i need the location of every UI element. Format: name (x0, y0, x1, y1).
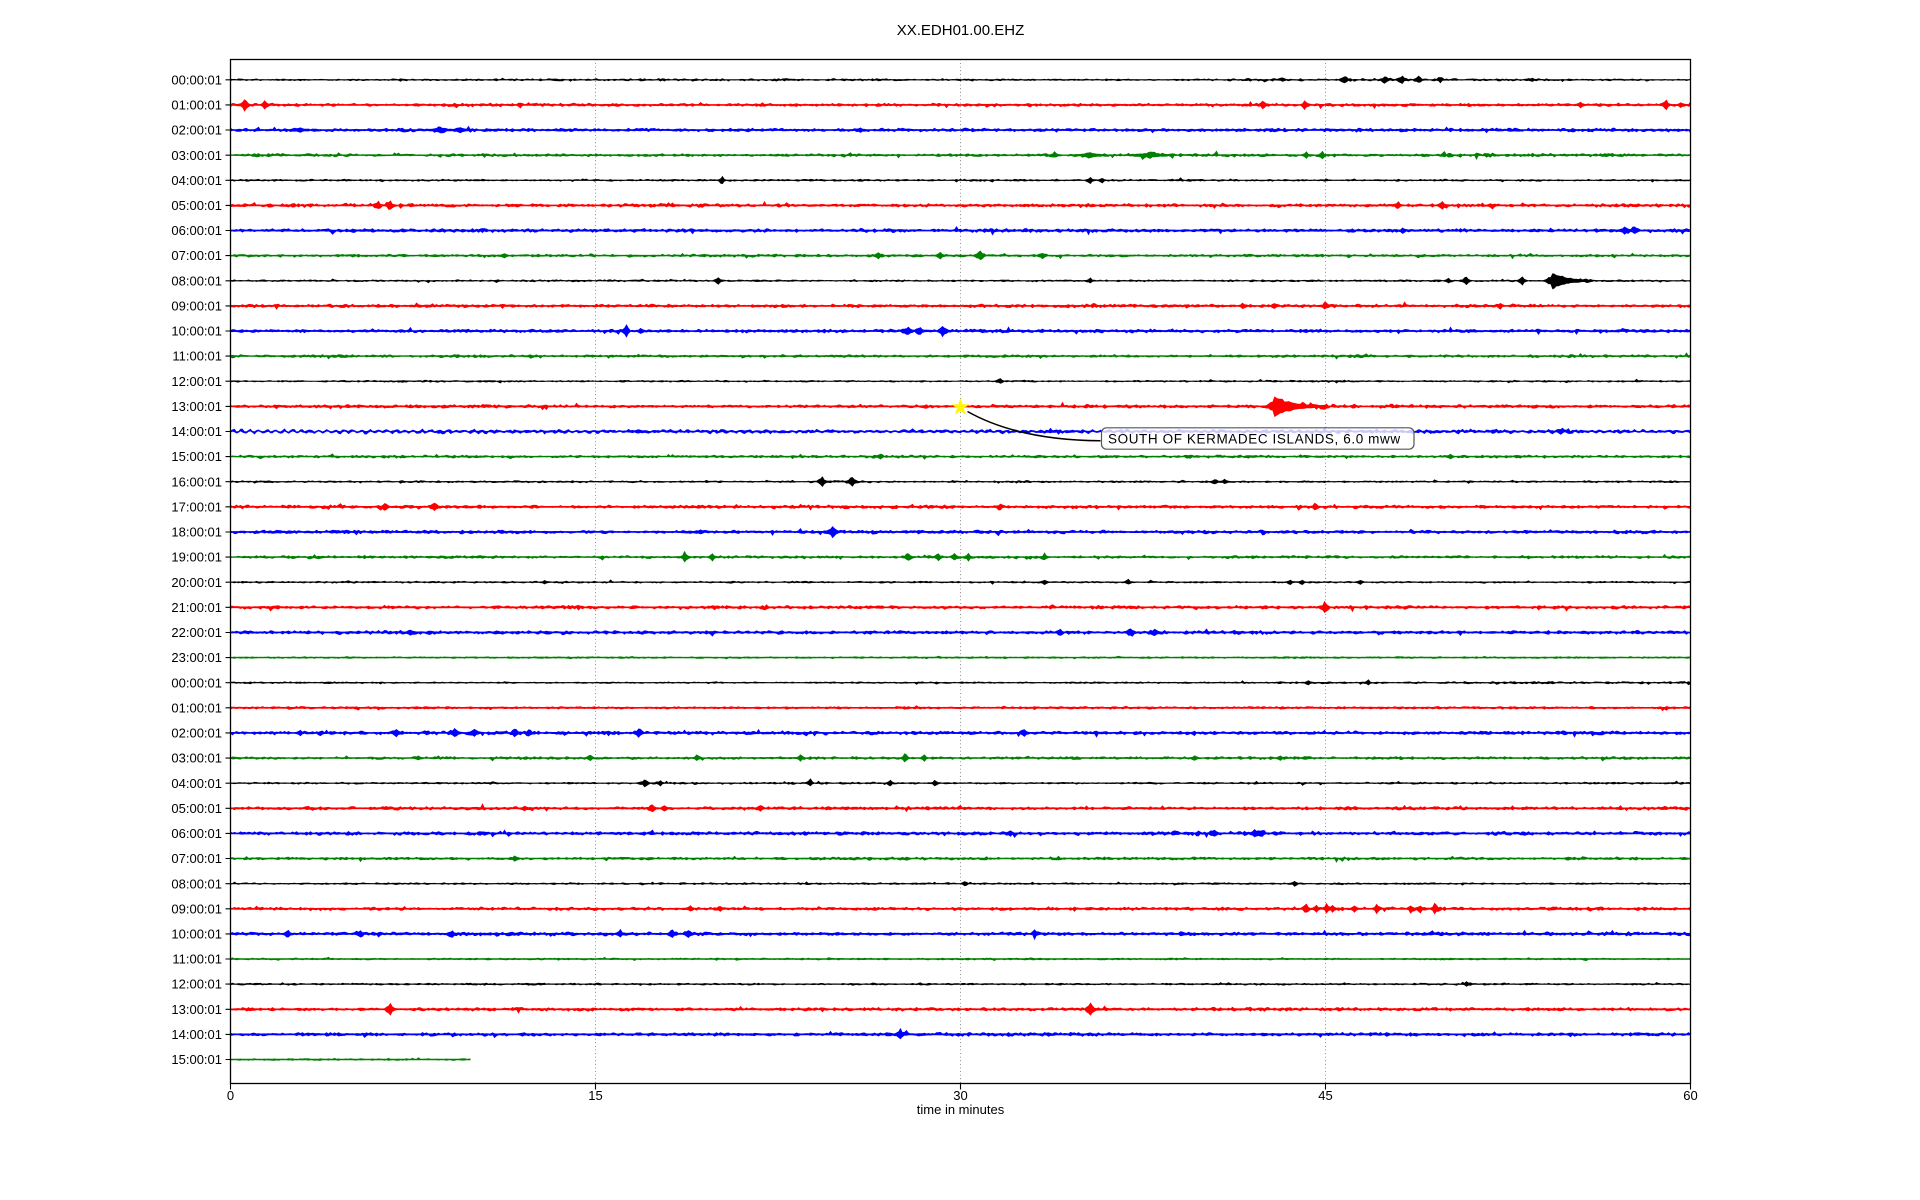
svg-text:0: 0 (227, 1088, 234, 1103)
svg-text:07:00:01: 07:00:01 (171, 248, 222, 263)
svg-text:06:00:01: 06:00:01 (171, 223, 222, 238)
svg-text:00:00:01: 00:00:01 (171, 72, 222, 87)
svg-text:08:00:01: 08:00:01 (171, 273, 222, 288)
svg-text:14:00:01: 14:00:01 (171, 1027, 222, 1042)
svg-text:05:00:01: 05:00:01 (171, 198, 222, 213)
svg-text:09:00:01: 09:00:01 (171, 299, 222, 314)
svg-text:19:00:01: 19:00:01 (171, 550, 222, 565)
svg-text:01:00:01: 01:00:01 (171, 700, 222, 715)
svg-text:45: 45 (1318, 1088, 1332, 1103)
svg-text:05:00:01: 05:00:01 (171, 801, 222, 816)
svg-text:02:00:01: 02:00:01 (171, 123, 222, 138)
svg-text:03:00:01: 03:00:01 (171, 751, 222, 766)
svg-text:15:00:01: 15:00:01 (171, 449, 222, 464)
svg-text:18:00:01: 18:00:01 (171, 525, 222, 540)
svg-text:23:00:01: 23:00:01 (171, 650, 222, 665)
svg-text:15:00:01: 15:00:01 (171, 1052, 222, 1067)
svg-text:07:00:01: 07:00:01 (171, 851, 222, 866)
svg-text:04:00:01: 04:00:01 (171, 173, 222, 188)
svg-text:03:00:01: 03:00:01 (171, 148, 222, 163)
svg-text:SOUTH OF KERMADEC ISLANDS, 6.0: SOUTH OF KERMADEC ISLANDS, 6.0 mww (1108, 431, 1401, 446)
svg-text:13:00:01: 13:00:01 (171, 1002, 222, 1017)
svg-text:10:00:01: 10:00:01 (171, 927, 222, 942)
svg-text:12:00:01: 12:00:01 (171, 374, 222, 389)
svg-text:11:00:01: 11:00:01 (172, 349, 222, 364)
svg-text:time in minutes: time in minutes (917, 1102, 1005, 1117)
svg-text:15: 15 (588, 1088, 602, 1103)
svg-text:00:00:01: 00:00:01 (171, 675, 222, 690)
svg-text:14:00:01: 14:00:01 (171, 424, 222, 439)
svg-text:21:00:01: 21:00:01 (171, 600, 222, 615)
svg-text:13:00:01: 13:00:01 (171, 399, 222, 414)
svg-text:30: 30 (953, 1088, 967, 1103)
svg-text:10:00:01: 10:00:01 (171, 324, 222, 339)
svg-text:08:00:01: 08:00:01 (171, 876, 222, 891)
svg-text:04:00:01: 04:00:01 (171, 776, 222, 791)
svg-text:12:00:01: 12:00:01 (171, 977, 222, 992)
svg-text:09:00:01: 09:00:01 (171, 901, 222, 916)
svg-text:20:00:01: 20:00:01 (171, 575, 222, 590)
svg-text:22:00:01: 22:00:01 (171, 625, 222, 640)
svg-text:02:00:01: 02:00:01 (171, 726, 222, 741)
svg-text:11:00:01: 11:00:01 (172, 952, 222, 967)
svg-text:16:00:01: 16:00:01 (171, 474, 222, 489)
svg-text:60: 60 (1683, 1088, 1697, 1103)
svg-text:XX.EDH01.00.EHZ: XX.EDH01.00.EHZ (897, 22, 1025, 39)
svg-text:06:00:01: 06:00:01 (171, 826, 222, 841)
svg-text:01:00:01: 01:00:01 (171, 98, 222, 113)
svg-text:17:00:01: 17:00:01 (171, 499, 222, 514)
